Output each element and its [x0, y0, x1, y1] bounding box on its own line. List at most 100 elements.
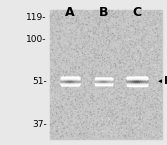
Point [76, 124, 78, 126]
Point [59, 39, 62, 42]
Bar [74, 80, 75, 81]
Point [85, 24, 88, 27]
Point [155, 12, 158, 14]
Point [91, 127, 94, 130]
Point [139, 113, 142, 115]
Point [100, 63, 102, 65]
Bar [129, 81, 130, 82]
Point [153, 78, 156, 81]
Point [78, 66, 81, 68]
Point [129, 36, 131, 39]
Point [155, 59, 158, 61]
Point [126, 129, 129, 132]
Point [135, 110, 137, 112]
Point [77, 64, 79, 66]
Point [113, 137, 116, 139]
Point [116, 105, 118, 107]
Point [134, 42, 137, 45]
Bar [134, 78, 135, 79]
Point [68, 43, 71, 46]
Point [124, 32, 127, 35]
Point [107, 116, 109, 118]
Point [96, 49, 99, 52]
Point [95, 27, 97, 29]
Point [115, 64, 118, 66]
Point [93, 73, 95, 76]
Point [112, 61, 115, 64]
Point [132, 90, 135, 93]
Point [106, 112, 109, 114]
Point [71, 17, 74, 20]
Bar [68, 84, 69, 85]
Point [93, 69, 96, 71]
Bar [131, 84, 132, 85]
Point [154, 35, 156, 37]
Point [81, 48, 84, 51]
Point [108, 87, 111, 89]
Point [135, 98, 138, 100]
Point [64, 78, 67, 81]
Point [55, 23, 58, 25]
Point [123, 110, 126, 112]
Point [72, 9, 74, 11]
Point [85, 17, 88, 19]
Point [56, 66, 58, 68]
Point [148, 92, 151, 94]
Point [50, 119, 53, 121]
Point [135, 80, 137, 82]
Point [116, 32, 118, 34]
Point [85, 58, 88, 60]
Point [101, 123, 104, 125]
Point [113, 12, 116, 15]
Point [97, 108, 100, 110]
Point [107, 43, 110, 46]
Point [106, 70, 109, 73]
Point [132, 106, 135, 108]
Point [147, 65, 150, 68]
Point [99, 119, 102, 122]
Point [103, 52, 105, 54]
Point [60, 22, 62, 24]
Point [73, 71, 75, 73]
Point [160, 16, 162, 19]
Point [78, 76, 80, 78]
Point [107, 20, 110, 23]
Point [103, 63, 106, 66]
Point [101, 134, 104, 137]
Point [52, 132, 55, 134]
Point [85, 89, 88, 91]
Point [86, 134, 89, 136]
Point [127, 76, 130, 78]
Point [136, 19, 139, 21]
Point [70, 36, 73, 38]
Point [68, 77, 71, 79]
Bar [100, 81, 101, 82]
Point [74, 60, 77, 63]
Point [157, 105, 159, 107]
Bar [66, 83, 67, 84]
Point [96, 11, 99, 13]
Point [101, 56, 104, 59]
Point [143, 25, 146, 27]
Point [136, 108, 138, 110]
Point [122, 48, 125, 51]
Point [144, 79, 147, 81]
Point [150, 59, 153, 61]
Point [89, 113, 92, 116]
Point [64, 97, 66, 99]
Point [126, 104, 129, 106]
Point [106, 84, 109, 87]
Point [74, 34, 77, 36]
Point [145, 90, 148, 93]
Bar [61, 77, 62, 78]
Point [122, 127, 125, 129]
Point [97, 97, 100, 100]
Point [116, 89, 118, 91]
Point [131, 88, 134, 91]
Point [108, 122, 111, 124]
Point [127, 104, 130, 106]
Point [67, 98, 70, 100]
Point [156, 47, 159, 49]
Point [143, 14, 146, 17]
Point [123, 53, 126, 56]
